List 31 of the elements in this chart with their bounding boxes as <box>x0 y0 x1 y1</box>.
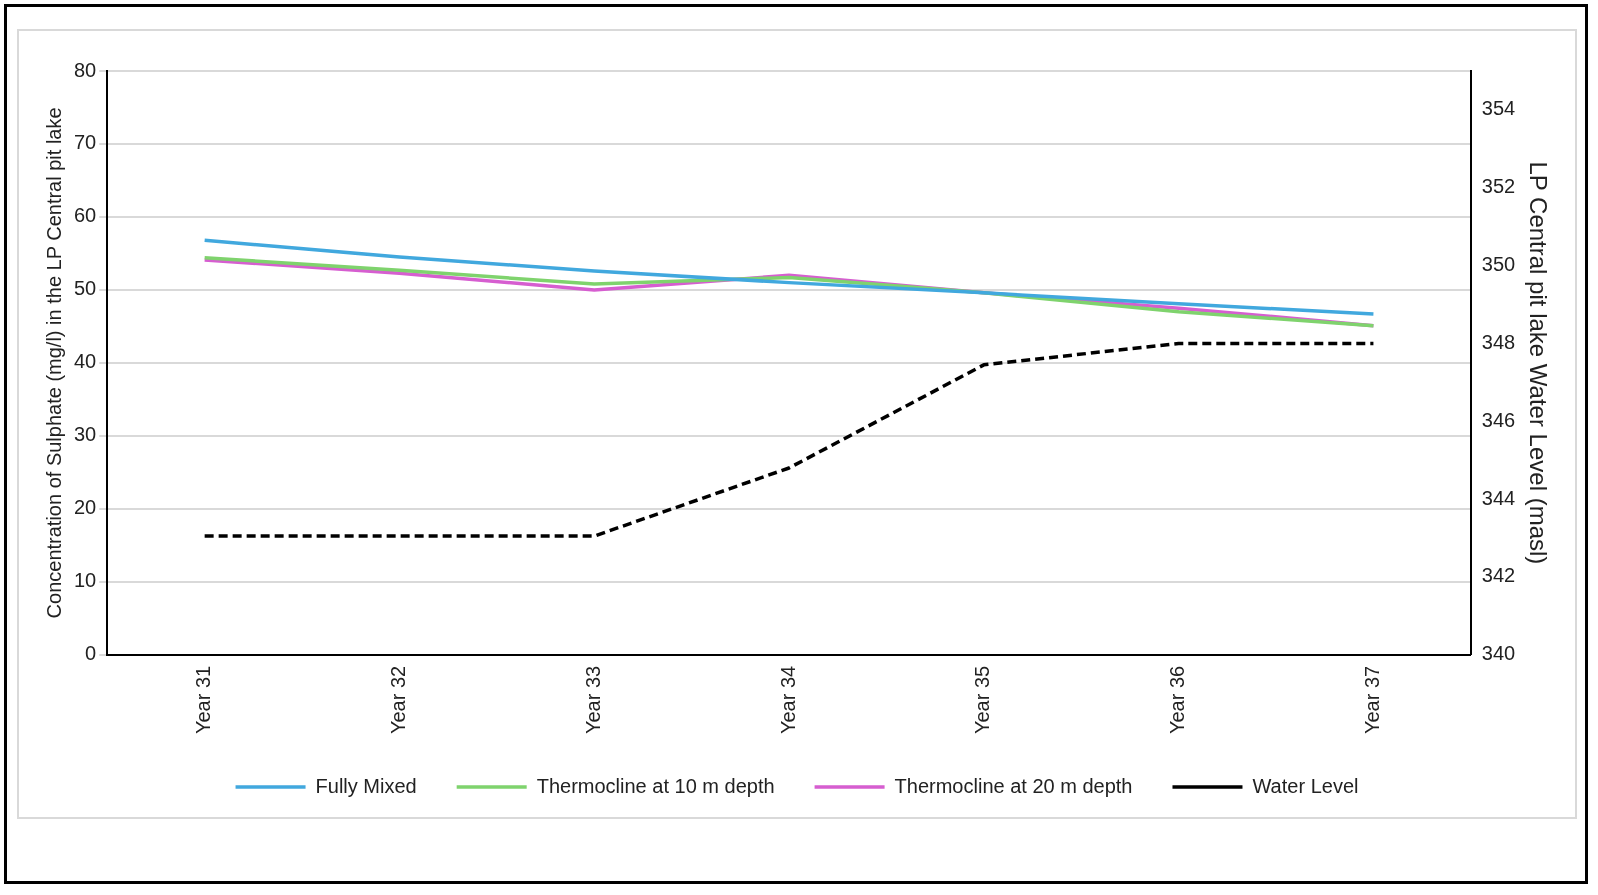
y2-tick-label: 354 <box>1481 97 1516 120</box>
x-tick-label: Year 37 <box>1360 665 1383 735</box>
y-axis-title: Concentration of Sulphate (mg/l) in the LP Central pit lake <box>42 107 65 619</box>
y2-tick-label: 342 <box>1481 564 1516 587</box>
y-tick-label: 70 <box>74 131 97 154</box>
y-tick-label: 60 <box>74 204 97 227</box>
y2-tick-label: 348 <box>1481 330 1516 353</box>
x-tick-label: Year 32 <box>386 665 409 735</box>
legend-label: Thermocline at 10 m depth <box>536 774 775 797</box>
y-tick-label: 20 <box>74 496 97 519</box>
x-tick-label: Year 33 <box>581 665 604 735</box>
y-tick-label: 40 <box>74 350 97 373</box>
y2-tick-label: 344 <box>1481 486 1516 509</box>
y2-tick-label: 352 <box>1481 175 1516 198</box>
y-tick-label: 50 <box>74 277 97 300</box>
y2-tick-label: 340 <box>1481 642 1516 665</box>
y-tick-label: 80 <box>74 58 97 81</box>
y-tick-label: 30 <box>74 423 97 446</box>
y-tick-label: 0 <box>85 642 97 665</box>
legend-label: Water Level <box>1252 774 1359 797</box>
y2-tick-label: 346 <box>1481 408 1516 431</box>
y2-tick-label: 350 <box>1481 253 1516 276</box>
x-tick-label: Year 35 <box>971 665 994 735</box>
x-tick-label: Year 34 <box>776 665 799 735</box>
x-tick-label: Year 36 <box>1166 665 1189 735</box>
y2-axis-title: LP Central pit lake Water Level (masl) <box>1524 161 1552 565</box>
line-series <box>202 341 1376 538</box>
x-tick-label: Year 31 <box>192 665 215 735</box>
y-tick-label: 10 <box>74 569 97 592</box>
legend-label: Fully Mixed <box>315 774 417 797</box>
legend-label: Thermocline at 20 m depth <box>894 774 1133 797</box>
